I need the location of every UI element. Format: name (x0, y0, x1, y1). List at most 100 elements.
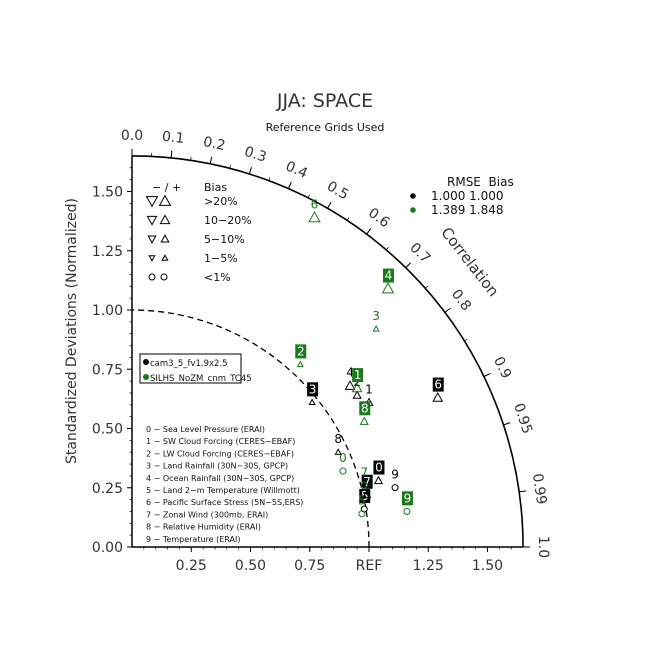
data-point-marker (339, 467, 347, 475)
correlation-tick-label: 0.5 (324, 178, 351, 203)
correlation-tick-label: 0.2 (202, 134, 227, 154)
y-tick-label: 1.50 (92, 185, 123, 201)
y-tick-label: 1.00 (92, 303, 123, 319)
data-point-marker (432, 391, 444, 402)
data-point-box (373, 460, 385, 475)
correlation-minor-tick (503, 423, 507, 426)
data-point-label: 9 (404, 491, 412, 505)
data-point-marker (360, 481, 368, 489)
data-point-label: 0 (339, 451, 347, 465)
variable-legend-item: 2 − LW Cloud Forcing (CERES−EBAF) (146, 449, 294, 458)
correlation-minor-tick (288, 185, 291, 189)
bias-legend-down-triangle (148, 255, 156, 262)
correlation-tick-label: 0.95 (510, 401, 535, 436)
correlation-tick-label: 0.1 (161, 129, 185, 147)
data-point-box (382, 268, 394, 283)
data-point-marker (351, 382, 363, 393)
correlation-minor-tick (464, 338, 468, 342)
rmse-legend-row: 1.000 1.000 (431, 189, 504, 203)
correlation-minor-tick (425, 285, 429, 289)
bias-legend-label: 5−10% (204, 233, 245, 246)
model-legend-dot (143, 359, 149, 365)
correlation-minor-tick (190, 156, 192, 161)
model-legend-box (139, 353, 242, 384)
correlation-minor-tick (268, 177, 271, 181)
rmse-legend-header: RMSE Bias (447, 175, 514, 189)
y-tick-label: 0.00 (92, 540, 123, 556)
data-point-marker (308, 211, 321, 223)
variable-legend-item: 8 − Relative Humidity (ERAI) (146, 523, 261, 532)
data-point-marker (344, 380, 356, 390)
correlation-tick-label: 0.3 (242, 144, 268, 166)
data-point-label: 5 (361, 489, 369, 503)
correlation-tick-label: 0.9 (490, 354, 514, 381)
data-point-marker (358, 510, 366, 518)
correlation-minor-tick (209, 160, 212, 164)
data-point-label: 6 (311, 197, 319, 211)
data-point-box (295, 344, 307, 359)
y-tick-label: 0.50 (92, 422, 123, 438)
data-point-label: 1 (365, 382, 373, 396)
x-tick-label: 1.50 (472, 558, 503, 574)
data-point-marker (381, 282, 395, 294)
bias-legend-down-triangle (145, 196, 159, 208)
correlation-minor-tick (307, 194, 310, 198)
correlation-tick-label: 0.99 (529, 472, 549, 505)
bias-legend-label: >20% (204, 195, 238, 208)
data-point-marker (352, 390, 362, 399)
bias-legend-label: 10−20% (204, 214, 252, 227)
data-point-marker (373, 475, 384, 485)
data-point-box (359, 488, 371, 503)
rmse-legend-dot (410, 207, 416, 213)
variable-legend-item: 5 − Land 2−m Temperature (Willmott) (146, 486, 300, 495)
data-point-label: 8 (361, 401, 369, 415)
correlation-minor-tick (385, 246, 389, 251)
bias-legend-signs: − / + (152, 181, 181, 194)
correlation-tick-label: 0.8 (448, 287, 474, 314)
data-point-marker (372, 325, 380, 332)
data-point-label: 2 (353, 375, 361, 389)
model-legend-label: SILHS_NoZM_cnm_TC45 (150, 374, 252, 384)
data-point-marker (334, 448, 342, 455)
correlation-tick-label: 1.0 (535, 536, 551, 558)
data-point-box (361, 474, 373, 489)
data-point-label: 9 (391, 468, 399, 482)
correlation-minor-tick (327, 205, 330, 209)
y-tick-label: 0.25 (92, 481, 123, 497)
variable-legend-item: 0 − Sea Level Pressure (ERAI) (146, 425, 265, 434)
chart-title: JJA: SPACE (276, 90, 373, 112)
plot-area: 0.000.250.500.751.001.251.500.25 0.50 0.75… (92, 128, 551, 574)
bias-legend-up-triangle (159, 214, 171, 225)
correlation-tick-label: 0.4 (283, 158, 310, 182)
correlation-minor-tick (229, 164, 231, 169)
chart-subtitle: Reference Grids Used (266, 121, 385, 134)
correlation-minor-tick (405, 264, 409, 268)
data-point-label: 8 (334, 432, 342, 446)
model-legend-dot (143, 374, 149, 380)
bias-legend-up-triangle (161, 254, 169, 261)
data-point-label: 1 (354, 368, 362, 382)
correlation-minor-tick (444, 309, 448, 313)
data-point-box (307, 382, 319, 397)
bias-legend-high-circle (160, 273, 168, 281)
model-legend-label: cam3_5_fv1.9x2.5 (150, 359, 228, 369)
variable-legend-item: 4 − Ocean Rainfall (30N−30S, GPCP) (146, 474, 294, 483)
data-point-marker (308, 398, 316, 406)
correlation-tick-label: 0.0 (121, 128, 143, 144)
x-tick-label: 1.25 (413, 558, 444, 574)
data-point-label: 0 (375, 461, 383, 475)
bias-legend-label: 1−5% (204, 252, 238, 265)
variable-legend-item: 3 − Land Rainfall (30N−30S, GPCP) (146, 462, 288, 471)
bias-legend-down-triangle (146, 215, 158, 226)
data-point-label: 4 (385, 269, 393, 283)
bias-legend-up-triangle (160, 234, 170, 243)
rmse-legend-row: 1.389 1.848 (431, 203, 504, 217)
bias-legend-down-triangle (147, 235, 157, 244)
x-tick-label: 0.75 (294, 558, 325, 574)
data-point-label: 3 (309, 382, 317, 396)
correlation-tick (519, 490, 527, 493)
data-point-box (352, 368, 364, 383)
correlation-minor-tick (248, 170, 251, 175)
y-tick-label: 0.75 (92, 362, 123, 378)
outer-arc (131, 155, 524, 548)
